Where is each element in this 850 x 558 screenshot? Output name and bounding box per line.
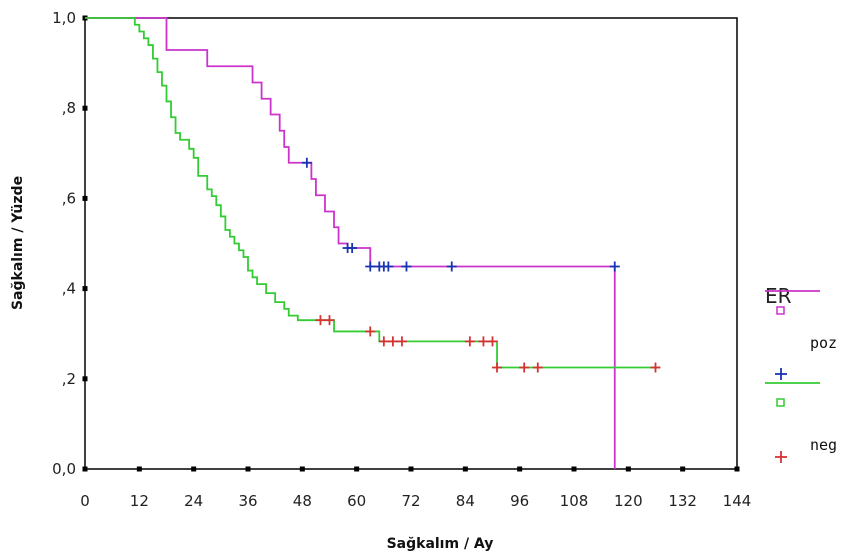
legend-entry-2 <box>765 382 820 407</box>
x-tick-mark-6 <box>408 466 414 472</box>
censor-marks <box>301 157 661 373</box>
x-tick-mark-4 <box>299 466 305 472</box>
x-tick-label: 72 <box>401 492 420 510</box>
legend-label-poz: poz <box>810 334 837 352</box>
x-tick-label: 36 <box>238 492 257 510</box>
plot-frame <box>84 17 738 470</box>
x-tick-label: 24 <box>184 492 203 510</box>
x-tick-label: 12 <box>130 492 149 510</box>
x-tick-mark-8 <box>517 466 523 472</box>
x-tick-mark-3 <box>245 466 251 472</box>
y-tick-mark-1 <box>82 376 88 382</box>
legend-title: ER <box>765 284 792 308</box>
y-tick-label: ,8 <box>62 99 76 117</box>
legend-label-neg: neg <box>810 436 837 454</box>
x-tick-mark-11 <box>680 466 686 472</box>
y-tick-label: ,6 <box>62 189 76 207</box>
x-tick-mark-5 <box>354 466 360 472</box>
x-tick-mark-12 <box>734 466 740 472</box>
y-tick-label: ,4 <box>62 280 76 298</box>
x-tick-label: 48 <box>293 492 312 510</box>
censor-mark-poz <box>383 261 394 272</box>
x-axis-title: Sağkalım / Ay <box>387 536 494 552</box>
y-tick-label: 1,0 <box>52 9 76 27</box>
censor-mark-neg <box>478 336 489 347</box>
censor-mark-poz <box>365 261 376 272</box>
legend-square-swatch <box>776 398 785 407</box>
censor-mark-poz <box>609 261 620 272</box>
y-tick-label: ,2 <box>62 370 76 388</box>
x-tick-mark-10 <box>625 466 631 472</box>
y-tick-mark-2 <box>82 286 88 292</box>
x-tick-label: 144 <box>723 492 752 510</box>
censor-mark-neg <box>487 336 498 347</box>
x-tick-label: 108 <box>560 492 589 510</box>
legend-square-swatch <box>776 306 785 315</box>
legend-entry-1 <box>775 368 787 380</box>
x-tick-mark-1 <box>136 466 142 472</box>
x-tick-mark-9 <box>571 466 577 472</box>
censor-mark-neg <box>378 336 389 347</box>
censor-mark-neg <box>315 315 326 326</box>
censor-mark-neg <box>387 336 398 347</box>
series-lines <box>85 17 661 469</box>
x-tick-mark-2 <box>191 466 197 472</box>
x-tick-labels: 0 12 24 36 48 60 72 84 96 108 120 132 144 <box>80 492 751 510</box>
censor-mark-poz <box>446 261 457 272</box>
x-tick-mark-7 <box>462 466 468 472</box>
y-tick-labels: 0,0 ,2 ,4 ,6 ,8 1,0 <box>52 9 76 478</box>
y-tick-mark-3 <box>82 195 88 201</box>
censor-mark-neg <box>532 362 543 373</box>
censor-mark-neg <box>324 315 335 326</box>
censor-mark-poz <box>301 157 312 168</box>
censor-mark-neg <box>492 362 503 373</box>
y-tick-mark-4 <box>82 105 88 111</box>
x-tick-label: 60 <box>347 492 366 510</box>
legend-entry-0: poz <box>765 290 837 352</box>
y-tick-mark-0 <box>82 466 88 472</box>
censor-mark-neg <box>365 326 376 337</box>
series-line-poz <box>85 17 616 469</box>
y-tick-label: 0,0 <box>52 460 76 478</box>
censor-mark-neg <box>464 336 475 347</box>
x-tick-label: 0 <box>80 492 90 510</box>
legend: ER poz neg <box>765 284 837 463</box>
x-tick-label: 132 <box>668 492 697 510</box>
x-tick-label: 84 <box>456 492 475 510</box>
censor-mark-poz <box>401 261 412 272</box>
series-line-neg <box>85 17 661 369</box>
censor-mark-neg <box>650 362 661 373</box>
censor-mark-neg <box>396 336 407 347</box>
censor-mark-neg <box>519 362 530 373</box>
y-axis-title: Sağkalım / Yüzde <box>10 176 26 310</box>
x-tick-label: 120 <box>614 492 643 510</box>
censor-mark-poz <box>347 243 358 254</box>
legend-entry-3: neg <box>775 436 837 463</box>
x-tick-label: 96 <box>510 492 529 510</box>
